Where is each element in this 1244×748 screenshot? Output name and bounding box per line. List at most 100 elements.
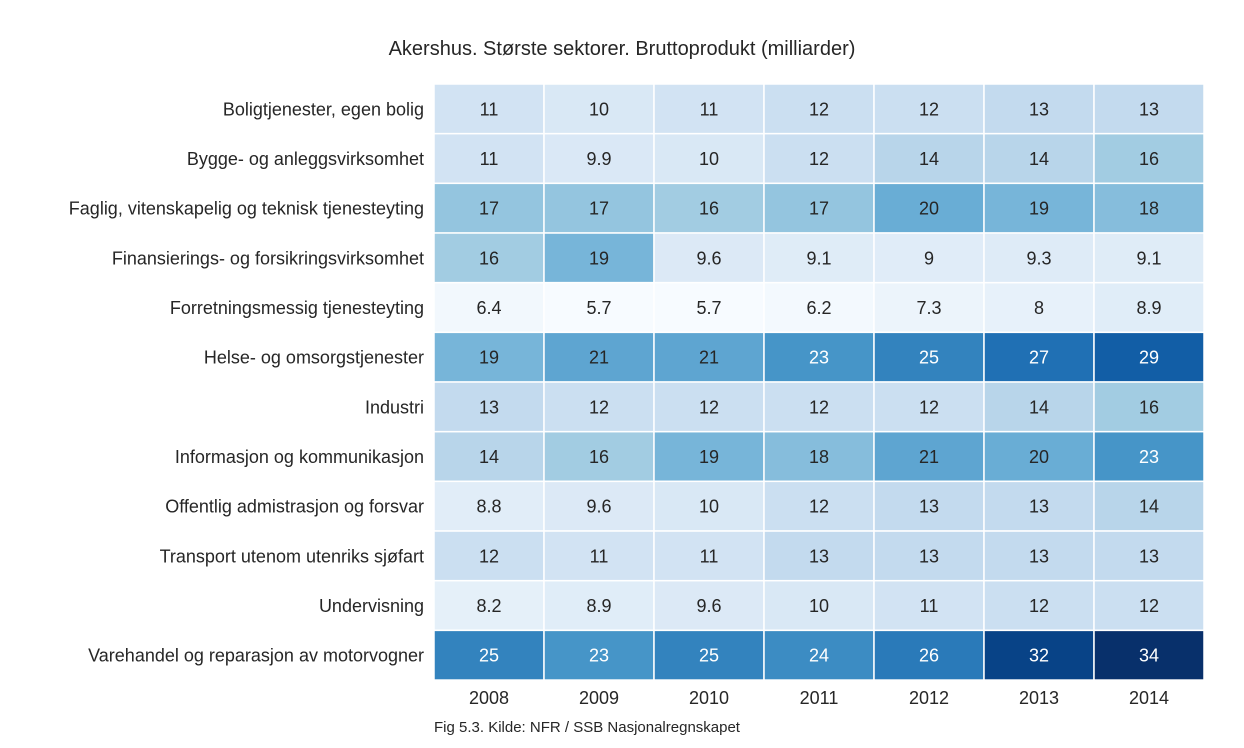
cell-value-label: 19 [479,348,499,368]
cell-value-label: 21 [589,348,609,368]
cell-value-label: 12 [1139,596,1159,616]
heatmap-cell [1093,331,1205,383]
heatmap-cell [873,480,985,532]
cell-value-label: 24 [809,646,829,666]
figure-caption: Fig 5.3. Kilde: NFR / SSB Nasjonalregnsk… [434,719,740,736]
heatmap-cell [1093,132,1205,185]
cell-value-label: 16 [1139,397,1159,417]
row-label: Faglig, vitenskapelig og teknisk tjenest… [69,199,424,219]
heatmap-cell [653,381,765,433]
heatmap-cell [873,430,985,483]
cell-value-label: 13 [919,546,939,566]
cell-value-label: 17 [589,199,609,219]
heatmap-cell [873,629,985,681]
cell-value-label: 5.7 [586,298,611,318]
cell-value-label: 25 [699,646,719,666]
cell-value-label: 8.2 [476,596,501,616]
heatmap-cell [433,331,545,383]
heatmap-cell [1093,381,1205,433]
heatmap-cell [983,83,1095,135]
heatmap-cell [653,182,765,234]
heatmap-cell [653,530,765,582]
heatmap-cell [983,530,1095,582]
heatmap-cell [763,182,875,234]
cell-value-label: 16 [589,447,609,467]
heatmap-cell [873,381,985,433]
heatmap-cell [433,430,545,483]
heatmap-cell [433,281,545,334]
cell-value-label: 23 [1139,447,1159,467]
row-label: Offentlig admistrasjon og forsvar [165,497,424,517]
heatmap-cell [763,430,875,483]
heatmap-cell [1093,629,1205,681]
cell-value-label: 13 [1029,497,1049,517]
cell-value-label: 10 [699,497,719,517]
cell-value-label: 23 [589,646,609,666]
cell-value-label: 18 [1139,199,1159,219]
cell-value-label: 12 [809,99,829,119]
heatmap-cell [543,430,655,483]
cell-value-label: 11 [920,596,939,616]
heatmap-cell [653,480,765,532]
heatmap-cell [433,83,545,135]
column-label: 2009 [579,688,619,708]
column-label: 2013 [1019,688,1059,708]
cell-value-label: 34 [1139,646,1159,666]
row-label: Varehandel og reparasjon av motorvogner [88,646,424,666]
cell-value-label: 12 [699,397,719,417]
cell-value-label: 25 [479,646,499,666]
row-label: Transport utenom utenriks sjøfart [160,546,424,566]
heatmap-cell [543,83,655,135]
cell-value-label: 11 [700,99,719,119]
cell-value-label: 19 [589,248,609,268]
cell-value-label: 16 [699,199,719,219]
heatmap-cell [763,381,875,433]
column-label: 2008 [469,688,509,708]
column-label: 2014 [1129,688,1169,708]
cell-value-label: 19 [1029,199,1049,219]
heatmap-cell [433,381,545,433]
heatmap-cell [1093,579,1205,632]
heatmap-cell [1093,530,1205,582]
heatmap-cell [763,530,875,582]
row-label: Finansierings- og forsikringsvirksomhet [112,248,424,268]
cell-value-label: 26 [919,646,939,666]
heatmap-cell [543,232,655,284]
heatmap-cell [433,132,545,185]
cell-value-label: 13 [809,546,829,566]
cell-value-label: 9.6 [586,497,611,517]
cell-value-label: 5.7 [696,298,721,318]
cell-value-label: 18 [809,447,829,467]
column-label: 2011 [800,688,839,708]
heatmap-cell [653,579,765,632]
row-label: Forretningsmessig tjenesteyting [170,298,424,318]
cell-value-label: 10 [589,99,609,119]
cell-value-label: 14 [1029,397,1049,417]
cell-value-label: 20 [1029,447,1049,467]
cell-value-label: 6.4 [476,298,501,318]
cell-value-label: 14 [919,149,939,169]
cell-value-label: 17 [479,199,499,219]
cell-value-label: 12 [809,149,829,169]
row-label: Undervisning [319,596,424,616]
cell-value-label: 27 [1029,348,1049,368]
heatmap-cell [653,281,765,334]
cell-value-label: 21 [919,447,939,467]
heatmap-cell [433,530,545,582]
cell-value-label: 13 [919,497,939,517]
cell-value-label: 7.3 [916,298,941,318]
cell-value-label: 13 [479,397,499,417]
cell-value-label: 19 [699,447,719,467]
cell-value-label: 23 [809,348,829,368]
heatmap-cell [543,629,655,681]
heatmap-cell [543,331,655,383]
heatmap-cell [873,132,985,185]
cell-value-label: 13 [1139,546,1159,566]
heatmap-cell [873,530,985,582]
cell-value-label: 8 [1034,298,1044,318]
cell-value-label: 8.9 [1136,298,1161,318]
cell-value-label: 14 [479,447,499,467]
heatmap-cell [433,629,545,681]
cell-value-label: 11 [480,149,499,169]
cell-value-label: 9.6 [696,248,721,268]
